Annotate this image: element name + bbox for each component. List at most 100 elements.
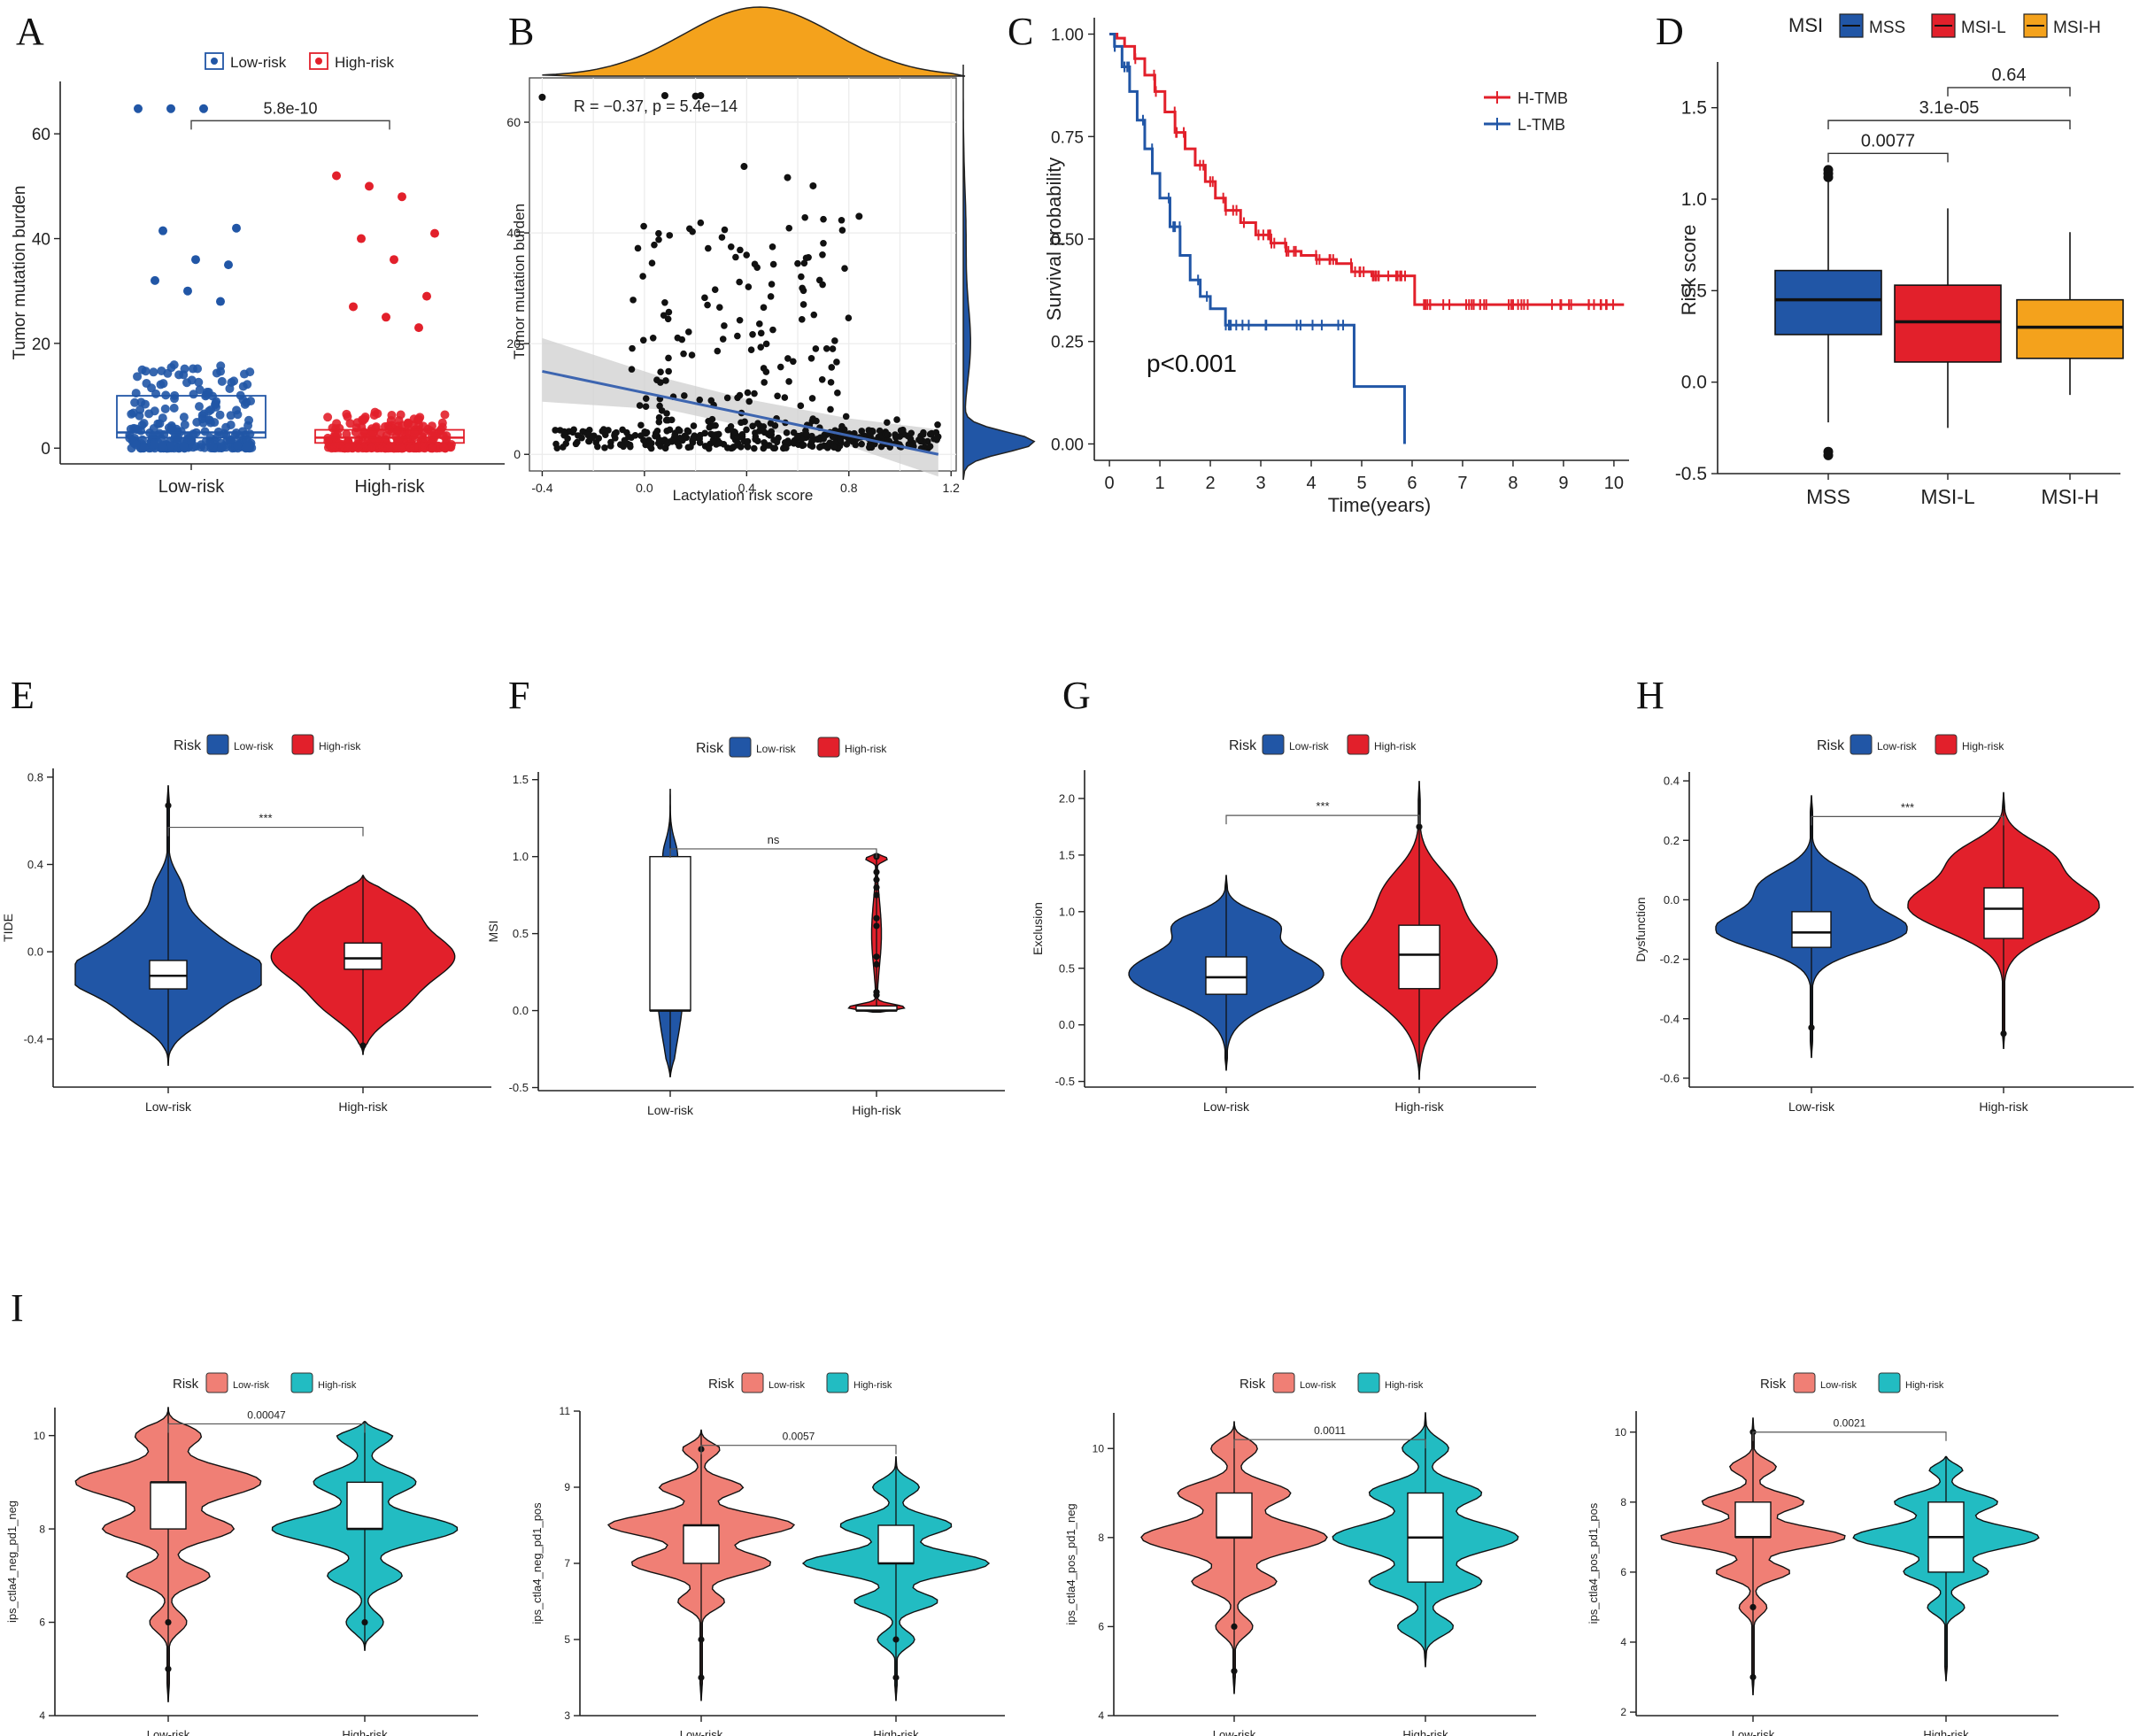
data-point	[387, 410, 397, 420]
data-point	[774, 392, 781, 400]
data-point	[135, 405, 145, 414]
x-tick-label: 0.4	[738, 481, 756, 495]
data-point	[352, 418, 362, 428]
data-point	[397, 444, 406, 453]
data-point	[343, 444, 352, 453]
y-tick-label: 60	[506, 115, 521, 129]
data-point	[831, 337, 838, 344]
significance-bracket	[1752, 1431, 1947, 1441]
data-point	[226, 411, 236, 420]
data-point	[217, 376, 227, 386]
data-point	[736, 278, 743, 286]
data-point	[645, 436, 653, 444]
data-point	[655, 436, 663, 444]
x-tick-label: Low-risk	[147, 1728, 190, 1736]
legend-swatch	[817, 737, 840, 758]
data-point	[655, 235, 662, 243]
y-tick-label: 1.5	[1681, 98, 1707, 119]
legend-label: Low-risk	[233, 1380, 269, 1391]
x-tick-label: Low-risk	[1203, 1099, 1250, 1114]
data-point	[734, 332, 741, 340]
y-tick-label: 20	[32, 336, 50, 354]
data-point	[131, 440, 141, 450]
data-point	[838, 216, 846, 224]
marginal-density-right	[962, 65, 1036, 481]
y-tick-label: 6	[1098, 1621, 1104, 1633]
significance-bracket	[1827, 152, 1949, 163]
data-point	[233, 441, 243, 451]
panel-f: -0.5 0.0 0.5 1.0 1.5 MSI Risk Low-risk High-risk…	[486, 737, 1005, 1117]
data-point	[743, 426, 750, 434]
panel-g: -0.5 0.0 0.5 1.0 1.5 2.0 Exclusion Risk Low-risk…	[1031, 734, 1536, 1114]
data-point	[560, 428, 568, 436]
data-point	[357, 234, 366, 243]
data-point	[730, 429, 738, 436]
data-point	[824, 441, 832, 449]
data-point	[769, 326, 776, 334]
data-point	[820, 433, 827, 441]
data-point	[607, 442, 614, 450]
data-point	[691, 92, 699, 100]
panel-i4: 2 4 6 8 10 ips_ctla4_pos_pd1_pos Risk Low-risk H…	[1587, 1372, 2058, 1736]
data-point	[709, 422, 716, 429]
data-point	[666, 232, 674, 239]
panel-h: -0.6 -0.4 -0.2 0.0 0.2 0.4 Dysfunction Risk Low-…	[1633, 734, 2134, 1114]
data-point	[785, 378, 792, 385]
y-axis-title: Risk score	[1678, 225, 1700, 316]
data-point	[783, 429, 791, 436]
data-point	[838, 422, 846, 430]
data-point	[799, 442, 807, 450]
data-point	[790, 358, 797, 366]
data-point	[660, 92, 668, 100]
data-point	[769, 260, 777, 268]
y-tick-label: -0.5	[509, 1081, 529, 1094]
data-point	[211, 398, 220, 408]
legend-label: High-risk	[1374, 740, 1417, 752]
legend-swatch	[290, 1372, 313, 1393]
data-point	[820, 215, 827, 223]
data-point	[841, 265, 848, 273]
data-point	[893, 416, 900, 423]
y-axis-title: Tumor mutation burden	[11, 186, 29, 360]
data-point	[676, 443, 683, 450]
legend-label: Low-risk	[1820, 1380, 1857, 1391]
data-point	[342, 409, 351, 419]
legend-label: High-risk	[318, 1380, 357, 1391]
data-point	[173, 435, 182, 444]
panel-letter-c: C	[1008, 10, 1033, 53]
survival-curve	[1109, 33, 1625, 306]
data-point	[167, 422, 177, 432]
data-point	[785, 224, 793, 232]
data-point	[665, 354, 672, 362]
pvalue-label: 5.8e-10	[263, 99, 317, 117]
data-point	[915, 436, 923, 444]
box-iqr	[1398, 924, 1440, 990]
data-point	[684, 428, 692, 436]
data-point	[696, 396, 704, 404]
y-axis-title: Dysfunction	[1633, 897, 1648, 961]
data-point	[625, 433, 632, 441]
data-point	[794, 433, 801, 440]
data-point	[655, 229, 662, 237]
y-axis-title: MSI	[486, 921, 500, 943]
panel-letter-f: F	[508, 674, 529, 717]
outlier-point	[892, 1674, 900, 1681]
y-tick-label: 1.00	[1051, 27, 1084, 45]
data-point	[776, 363, 784, 371]
data-point	[767, 293, 775, 300]
data-point	[332, 171, 341, 181]
data-point	[195, 385, 205, 395]
data-point	[649, 334, 657, 342]
x-tick-label: 0.8	[840, 481, 858, 495]
data-point	[760, 365, 768, 372]
data-point	[823, 345, 830, 352]
legend-swatch	[826, 1372, 849, 1393]
y-tick-label: 0.4	[1664, 775, 1680, 788]
data-point	[197, 440, 206, 450]
box-iqr	[1791, 911, 1832, 948]
data-point	[623, 440, 631, 447]
outlier-point	[1749, 1603, 1757, 1611]
y-tick-label: 0.5	[513, 927, 529, 940]
data-point	[403, 418, 413, 428]
data-point	[802, 430, 810, 438]
